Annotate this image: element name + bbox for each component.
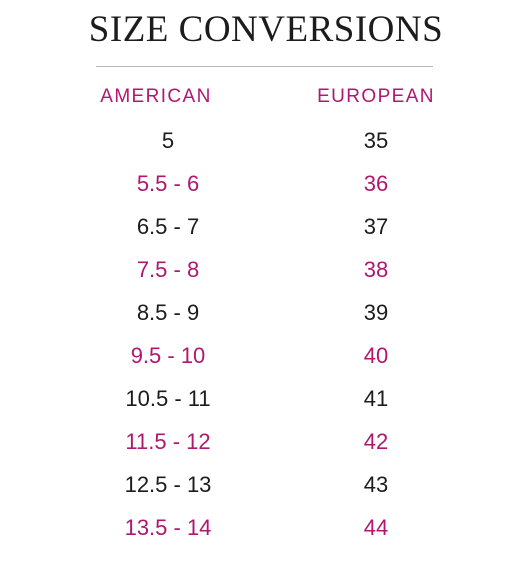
table-row: 6.5 - 7 37 [0, 210, 532, 253]
table-row: 8.5 - 9 39 [0, 296, 532, 339]
american-size-cell: 10.5 - 11 [125, 386, 211, 411]
european-column-header: EUROPEAN [317, 86, 435, 107]
american-size-cell: 5.5 - 6 [136, 171, 200, 196]
table-row: 7.5 - 8 38 [0, 253, 532, 296]
european-size-cell: 43 [363, 472, 389, 497]
european-size-cell: 36 [363, 171, 389, 196]
european-size-cell: 41 [363, 386, 389, 411]
table-row: 9.5 - 10 40 [0, 339, 532, 382]
title-divider [96, 66, 433, 67]
table-row: 11.5 - 12 42 [0, 425, 532, 468]
american-size-cell: 12.5 - 13 [124, 472, 212, 497]
american-size-cell: 8.5 - 9 [136, 300, 200, 325]
american-size-cell: 5 [161, 128, 175, 153]
american-size-cell: 7.5 - 8 [136, 257, 200, 282]
european-size-cell: 44 [363, 515, 389, 540]
american-size-cell: 11.5 - 12 [125, 429, 211, 454]
table-row: 10.5 - 11 41 [0, 382, 532, 425]
american-size-cell: 6.5 - 7 [136, 214, 200, 239]
table-row: 5 35 [0, 124, 532, 167]
table-row: 13.5 - 14 44 [0, 511, 532, 554]
european-size-cell: 38 [363, 257, 389, 282]
american-size-cell: 13.5 - 14 [124, 515, 212, 540]
page-title: SIZE CONVERSIONS [88, 9, 444, 50]
european-size-cell: 37 [363, 214, 389, 239]
american-column-header: AMERICAN [100, 86, 212, 107]
table-row: 12.5 - 13 43 [0, 468, 532, 511]
european-size-cell: 42 [363, 429, 389, 454]
european-size-cell: 39 [363, 300, 389, 325]
table-row: 5.5 - 6 36 [0, 167, 532, 210]
american-size-cell: 9.5 - 10 [130, 343, 206, 368]
size-conversion-table: 5 35 5.5 - 6 36 6.5 - 7 37 7.5 - 8 38 8.… [0, 124, 532, 554]
european-size-cell: 35 [363, 128, 389, 153]
european-size-cell: 40 [363, 343, 389, 368]
